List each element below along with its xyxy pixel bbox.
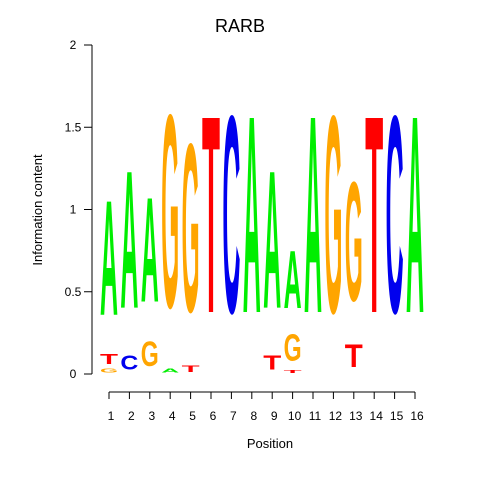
y-axis: 0 0.5 1 1.5 2: [65, 38, 93, 381]
logo-letter-a: A: [161, 368, 179, 374]
logo-letter-t: T: [182, 364, 201, 374]
y-tick-label: 0: [70, 367, 77, 381]
logo-letter-g: G: [345, 146, 363, 337]
logo-letter-t: T: [284, 369, 302, 374]
x-tick-label: 3: [148, 409, 155, 423]
y-tick-label: 1: [70, 203, 77, 217]
x-tick-label: 15: [390, 409, 404, 423]
logo-letter-t: T: [202, 59, 220, 373]
logo-letter-g: G: [324, 58, 342, 372]
x-tick-label: 1: [108, 409, 115, 423]
logo-letter-c: C: [222, 58, 240, 372]
x-tick-label: 2: [128, 409, 135, 423]
y-tick-label: 0.5: [65, 285, 82, 299]
y-tick-label: 2: [70, 38, 77, 52]
y-tick-label: 1.5: [65, 120, 82, 134]
x-tick-label: 11: [309, 409, 322, 423]
logo-letter-a: A: [120, 129, 138, 349]
logo-letter-g: G: [161, 57, 179, 366]
logo-letter-g: G: [141, 336, 159, 375]
logo-letter-a: A: [406, 58, 424, 372]
x-tick-label: 9: [271, 409, 278, 423]
x-axis-label: Position: [247, 436, 293, 451]
logo-letter-t: T: [263, 352, 282, 375]
logo-letter-a: A: [100, 167, 118, 350]
x-axis: 1 2 3 4 5 6 7 8 9 10 11 12 13 14 15 16: [108, 391, 424, 423]
logo-letter-t: T: [100, 351, 118, 367]
logo-letter-g: G: [182, 94, 200, 363]
x-tick-label: 16: [410, 409, 424, 423]
x-tick-label: 4: [169, 409, 176, 423]
x-tick-label: 5: [189, 409, 196, 423]
logo-letter-g: G: [100, 367, 118, 374]
x-tick-label: 14: [370, 409, 384, 423]
x-tick-label: 10: [288, 409, 302, 423]
logo-letter-t: T: [365, 59, 383, 373]
x-tick-label: 8: [250, 409, 257, 423]
logo-letter-a: A: [284, 234, 302, 326]
logo-letter-t: T: [345, 338, 363, 375]
logo-letter-a: A: [263, 129, 281, 349]
x-tick-label: 12: [329, 409, 343, 423]
logo-letter-a: A: [304, 58, 322, 372]
logo-letter-c: C: [386, 58, 404, 372]
x-tick-label: 6: [210, 409, 217, 423]
logo-letter-g: G: [284, 326, 302, 370]
y-axis-label: Information content: [30, 154, 45, 266]
x-tick-label: 13: [349, 409, 363, 423]
chart-title: RARB: [215, 16, 265, 36]
logo-letter-a: A: [243, 58, 261, 372]
logo-letter-c: C: [120, 351, 138, 374]
x-tick-label: 7: [230, 409, 237, 423]
logo-letter-a: A: [141, 166, 159, 333]
